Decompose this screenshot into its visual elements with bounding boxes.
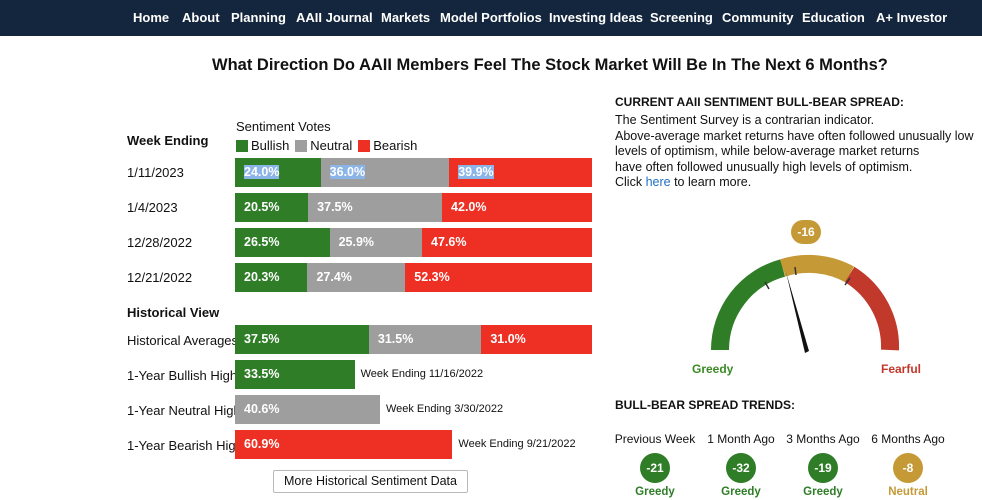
neutral-segment: 36.0% (320, 158, 450, 187)
week-bar: 20.3% 27.4% 52.3% (235, 263, 592, 292)
week-date: 1/11/2023 (127, 165, 184, 180)
sentiment-legend: Bullish Neutral Bearish (236, 138, 423, 153)
desc-line-click: Click here to learn more. (615, 175, 752, 189)
trend-previous-week: Previous Week -21 Greedy (613, 432, 697, 498)
sentiment-gauge (711, 254, 900, 353)
nav-about[interactable]: About (182, 10, 220, 25)
trends-heading: BULL-BEAR SPREAD TRENDS: (615, 398, 795, 412)
nav-markets[interactable]: Markets (381, 10, 431, 25)
top-nav-bar: Home About Planning AAII Journal Markets… (0, 0, 982, 36)
more-historical-data-button[interactable]: More Historical Sentiment Data (273, 470, 468, 493)
historical-view-heading: Historical View (127, 305, 220, 320)
nav-screening[interactable]: Screening (650, 10, 713, 25)
nav-planning[interactable]: Planning (231, 10, 286, 25)
trend-mood: Neutral (888, 486, 928, 498)
neutral-high-label: 1-Year Neutral High (127, 403, 241, 418)
legend-swatch-neutral (295, 139, 308, 152)
gauge-fearful-label: Fearful (881, 362, 922, 376)
gauge-greedy-label: Greedy (692, 362, 734, 376)
neutral-segment: 27.4% (307, 263, 406, 292)
sentiment-votes-heading: Sentiment Votes (236, 119, 331, 134)
legend-label-neutral: Neutral (310, 138, 353, 153)
trend-3-months: 3 Months Ago -19 Greedy (781, 432, 865, 498)
gauge-tick (764, 281, 770, 290)
bullish-segment: 33.5% (235, 360, 355, 389)
trend-mood: Greedy (635, 486, 675, 498)
gauge-arc-greedy (711, 259, 786, 351)
desc-line: Above-average market returns have often … (615, 128, 974, 143)
gauge-tick (794, 266, 797, 276)
bearish-high-bar: 60.9% Week Ending 9/21/2022 (235, 430, 576, 459)
gauge-needle (786, 272, 809, 353)
bullish-segment: 20.5% (235, 193, 309, 222)
week-date: 12/21/2022 (127, 270, 193, 285)
week-bar: 26.5% 25.9% 47.6% (235, 228, 592, 257)
trend-value-badge: -19 (808, 453, 838, 483)
week-date: 1/4/2023 (127, 200, 178, 215)
trend-mood: Greedy (803, 486, 843, 498)
bearish-segment: 52.3% (405, 263, 592, 292)
page-title: What Direction Do AAII Members Feel The … (212, 56, 888, 74)
neutral-high-bar: 40.6% Week Ending 3/30/2022 (235, 395, 503, 424)
bullish-high-label: 1-Year Bullish High: (127, 368, 241, 383)
bearish-segment: 47.6% (422, 228, 592, 257)
gauge-arc-fearful (844, 266, 900, 351)
legend-label-bearish: Bearish (373, 138, 418, 153)
bullish-segment: 26.5% (235, 228, 330, 257)
trend-mood: Greedy (721, 486, 761, 498)
week-bar: 20.5% 37.5% 42.0% (235, 193, 592, 222)
desc-line: The Sentiment Survey is a contrarian ind… (615, 113, 875, 127)
desc-line: levels of optimism, while below-average … (615, 144, 920, 158)
bearish-segment: 39.9% (449, 158, 592, 187)
neutral-segment: 25.9% (329, 228, 423, 257)
neutral-segment: 37.5% (308, 193, 443, 222)
learn-more-link[interactable]: here (645, 175, 671, 189)
historical-averages-label: Historical Averages (127, 333, 239, 348)
gauge-arc-neutral (779, 254, 854, 283)
spread-heading: CURRENT AAII SENTIMENT BULL-BEAR SPREAD: (615, 95, 904, 109)
bearish-segment: 60.9% (235, 430, 453, 459)
trend-value-badge: -8 (893, 453, 923, 483)
neutral-high-note: Week Ending 3/30/2022 (385, 403, 504, 415)
bullish-segment: 20.3% (235, 263, 308, 292)
trend-period: 1 Month Ago (707, 432, 775, 446)
trend-value-badge: -32 (726, 453, 756, 483)
spread-description: The Sentiment Survey is a contrarian ind… (615, 113, 982, 191)
bearish-high-label: 1-Year Bearish High (127, 438, 243, 453)
historical-averages-bar: 37.5% 31.5% 31.0% (235, 325, 592, 354)
trend-period: Previous Week (614, 432, 696, 446)
nav-education[interactable]: Education (802, 10, 865, 25)
trend-6-months: 6 Months Ago -8 Neutral (866, 432, 950, 498)
bullish-high-note: Week Ending 11/16/2022 (360, 368, 484, 380)
nav-community[interactable]: Community (722, 10, 794, 25)
nav-investing-ideas[interactable]: Investing Ideas (549, 10, 643, 25)
legend-swatch-bullish (236, 139, 248, 152)
gauge-value-badge: -16 (791, 220, 821, 244)
bearish-high-note: Week Ending 9/21/2022 (458, 438, 576, 450)
legend-label-bullish: Bullish (251, 138, 290, 153)
bearish-segment: 42.0% (442, 193, 592, 222)
trend-value-badge: -21 (640, 453, 670, 483)
week-ending-heading: Week Ending (127, 133, 209, 148)
trend-1-month: 1 Month Ago -32 Greedy (699, 432, 783, 498)
nav-model-portfolios[interactable]: Model Portfolios (440, 10, 542, 25)
trend-period: 6 Months Ago (871, 432, 945, 446)
bearish-segment: 31.0% (481, 325, 592, 354)
legend-swatch-bearish (358, 139, 371, 152)
week-bar: 24.0% 36.0% 39.9% (235, 158, 592, 187)
bullish-segment: 37.5% (235, 325, 369, 354)
neutral-segment: 40.6% (235, 395, 380, 424)
nav-a-plus-investor[interactable]: A+ Investor (876, 10, 948, 25)
nav-aaii-journal[interactable]: AAII Journal (296, 10, 373, 25)
trend-period: 3 Months Ago (786, 432, 860, 446)
gauge-tick (844, 277, 851, 286)
neutral-segment: 31.5% (368, 325, 482, 354)
bullish-segment: 24.0% (235, 158, 321, 187)
bullish-high-bar: 33.5% Week Ending 11/16/2022 (235, 360, 483, 389)
desc-line: have often followed unusually high level… (615, 159, 913, 174)
nav-home[interactable]: Home (133, 10, 170, 25)
week-date: 12/28/2022 (127, 235, 193, 250)
